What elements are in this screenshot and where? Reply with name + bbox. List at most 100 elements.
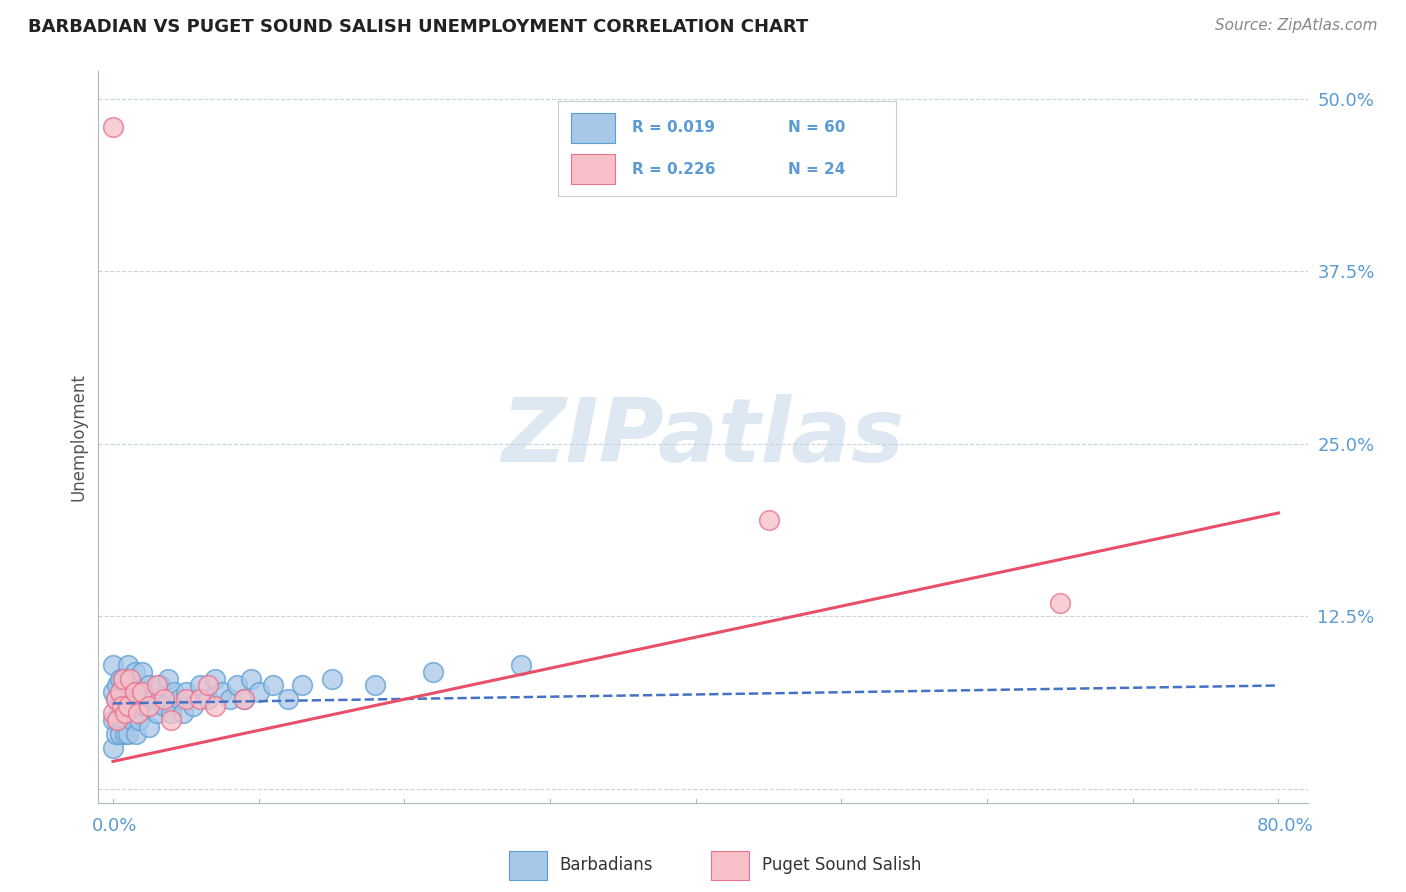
Point — [111, 699, 134, 714]
Point — [128, 713, 150, 727]
Point — [110, 685, 132, 699]
Point — [105, 678, 128, 692]
Point — [1049, 596, 1071, 610]
Point — [112, 672, 135, 686]
FancyBboxPatch shape — [509, 851, 547, 880]
Point — [197, 692, 219, 706]
Point — [101, 120, 124, 134]
Point — [111, 713, 134, 727]
FancyBboxPatch shape — [571, 113, 616, 144]
FancyBboxPatch shape — [711, 851, 749, 880]
Point — [131, 665, 153, 679]
Point — [149, 678, 172, 692]
Point — [321, 672, 343, 686]
Point — [104, 692, 127, 706]
Point — [125, 727, 148, 741]
Point — [153, 692, 176, 706]
Point — [114, 706, 136, 720]
Text: Source: ZipAtlas.com: Source: ZipAtlas.com — [1215, 18, 1378, 33]
Point — [204, 672, 226, 686]
Point — [160, 713, 183, 727]
Point — [101, 706, 124, 720]
Text: 80.0%: 80.0% — [1257, 816, 1313, 835]
Point — [117, 699, 139, 714]
Point — [101, 685, 124, 699]
Point — [145, 678, 167, 692]
Point — [131, 685, 153, 699]
Point — [204, 699, 226, 714]
Point — [167, 692, 190, 706]
Point — [108, 699, 131, 714]
Text: ZIPatlas: ZIPatlas — [502, 393, 904, 481]
Point — [190, 678, 212, 692]
Y-axis label: Unemployment: Unemployment — [69, 373, 87, 501]
Point — [120, 685, 142, 699]
Point — [262, 678, 284, 692]
Point — [157, 672, 180, 686]
Point — [101, 740, 124, 755]
Point — [181, 699, 204, 714]
Point — [218, 692, 240, 706]
Text: N = 24: N = 24 — [789, 161, 845, 177]
Point — [163, 685, 186, 699]
Text: BARBADIAN VS PUGET SOUND SALISH UNEMPLOYMENT CORRELATION CHART: BARBADIAN VS PUGET SOUND SALISH UNEMPLOY… — [28, 18, 808, 36]
Point — [127, 706, 149, 720]
Point — [114, 685, 136, 699]
Point — [153, 699, 176, 714]
Point — [758, 513, 780, 527]
Point — [197, 678, 219, 692]
Point — [174, 692, 197, 706]
Text: Barbadians: Barbadians — [560, 856, 654, 874]
Point — [364, 678, 387, 692]
Point — [105, 713, 128, 727]
Point — [160, 706, 183, 720]
Point — [115, 699, 138, 714]
Point — [422, 665, 444, 679]
Point — [277, 692, 299, 706]
Point — [509, 657, 531, 672]
Point — [120, 672, 142, 686]
Point — [145, 706, 167, 720]
Point — [110, 699, 132, 714]
Point — [142, 692, 165, 706]
Point — [247, 685, 270, 699]
Point — [127, 685, 149, 699]
Point — [131, 692, 153, 706]
Point — [233, 692, 256, 706]
Point — [134, 699, 156, 714]
Text: Puget Sound Salish: Puget Sound Salish — [762, 856, 921, 874]
Point — [225, 678, 247, 692]
Point — [291, 678, 314, 692]
Point — [101, 657, 124, 672]
Text: 0.0%: 0.0% — [93, 816, 138, 835]
Point — [240, 672, 263, 686]
Point — [110, 672, 132, 686]
Point — [104, 692, 127, 706]
Point — [105, 713, 128, 727]
Point — [112, 672, 135, 686]
Point — [104, 727, 127, 741]
Point — [121, 713, 143, 727]
Point — [117, 727, 139, 741]
Point — [138, 720, 160, 734]
Point — [172, 706, 194, 720]
Point — [101, 713, 124, 727]
Point — [233, 692, 256, 706]
Point — [117, 657, 139, 672]
Point — [190, 692, 212, 706]
Text: N = 60: N = 60 — [789, 120, 845, 135]
Point — [211, 685, 233, 699]
Point — [110, 727, 132, 741]
FancyBboxPatch shape — [571, 153, 616, 185]
Point — [124, 665, 146, 679]
Point — [124, 685, 146, 699]
Text: R = 0.019: R = 0.019 — [633, 120, 716, 135]
Point — [114, 727, 136, 741]
Point — [124, 699, 146, 714]
Point — [138, 678, 160, 692]
Point — [112, 699, 135, 714]
Point — [174, 685, 197, 699]
Text: R = 0.226: R = 0.226 — [633, 161, 716, 177]
Point — [138, 699, 160, 714]
Point — [117, 692, 139, 706]
